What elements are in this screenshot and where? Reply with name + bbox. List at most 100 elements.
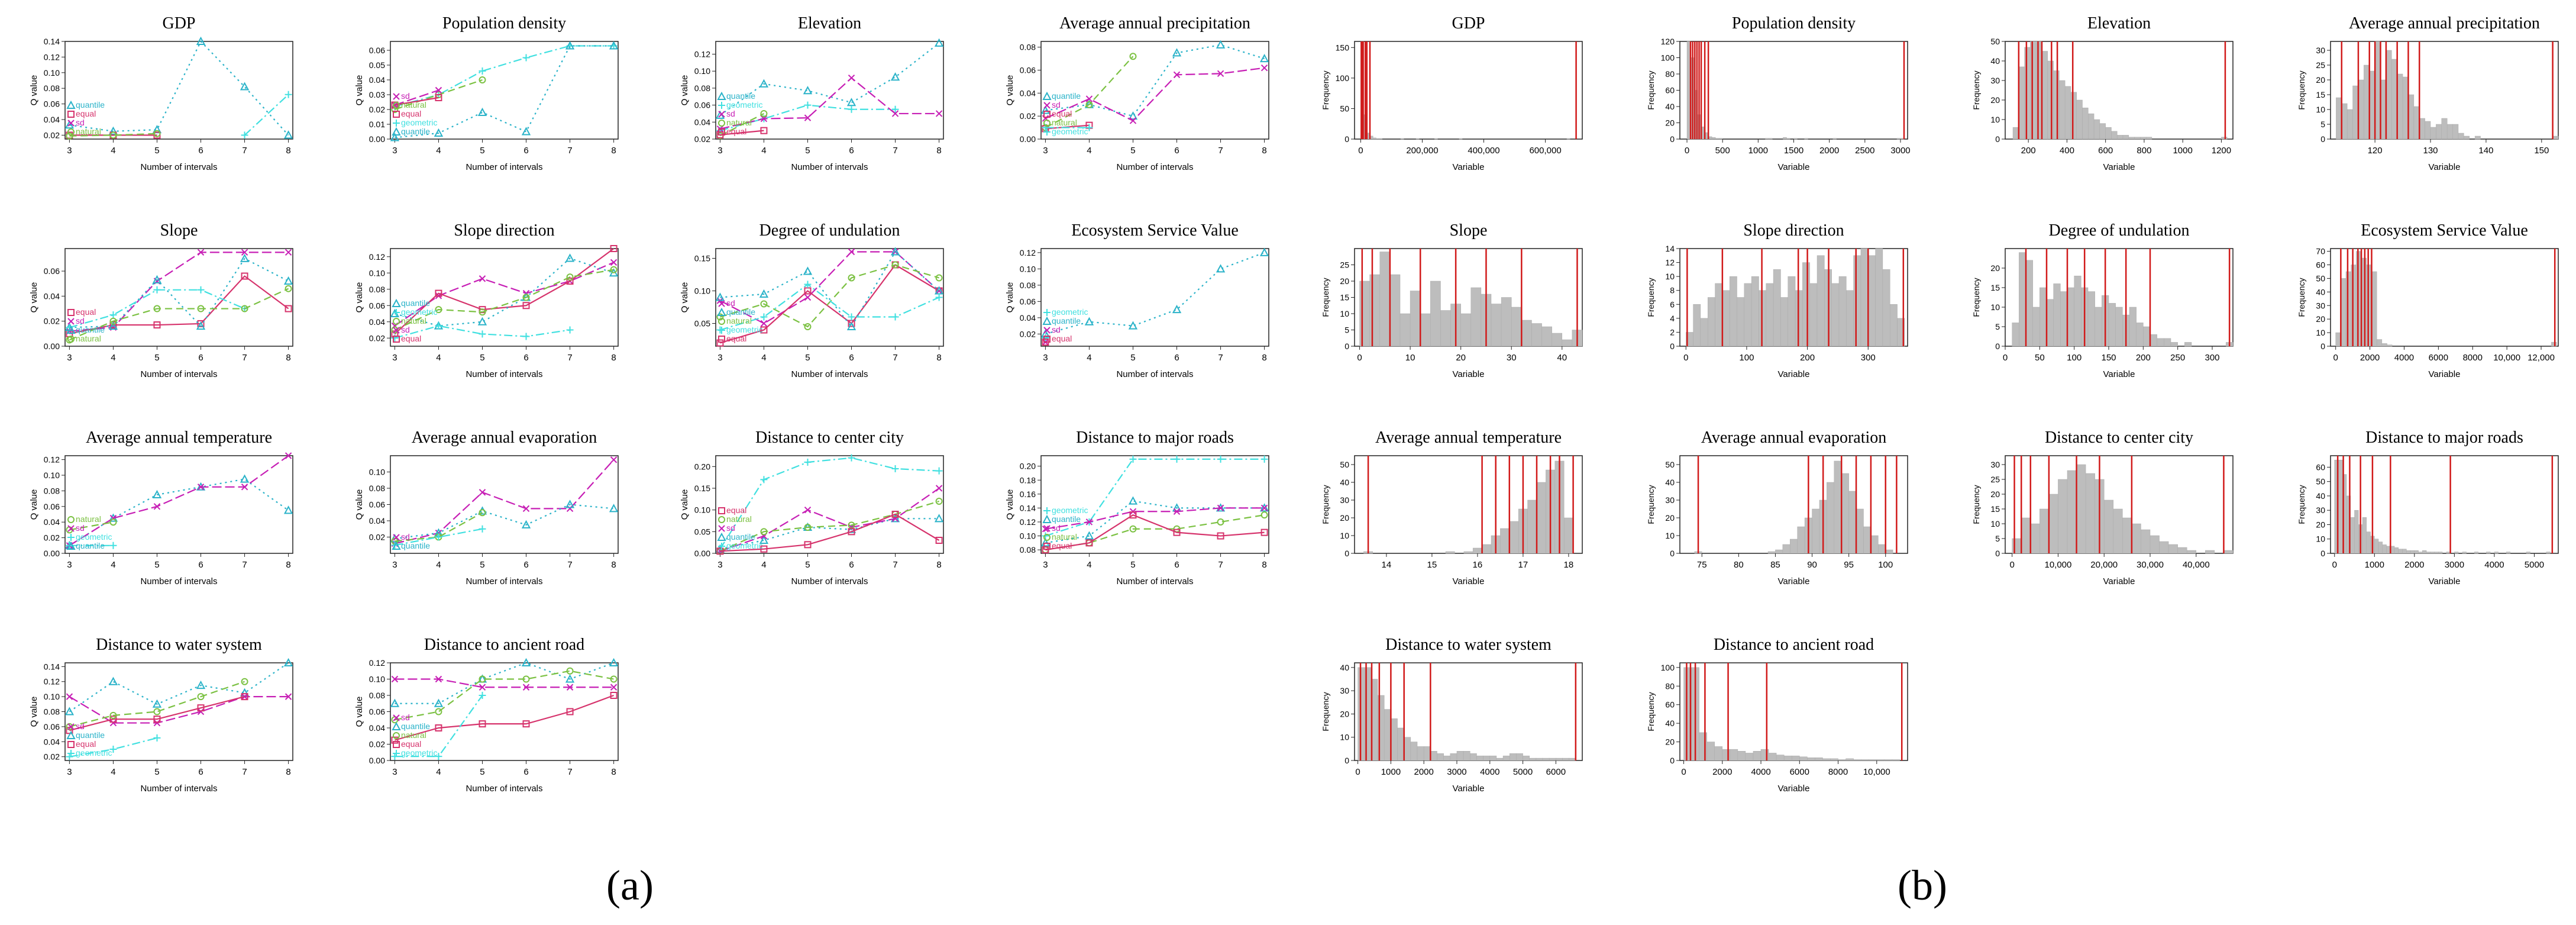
histogram-bar xyxy=(2364,65,2370,140)
x-tick-label: 17 xyxy=(1518,560,1528,570)
x-tick-label: 0 xyxy=(1357,353,1362,363)
legend-label-geometric: geometric xyxy=(401,118,437,127)
y-tick-label: 0.10 xyxy=(44,692,60,701)
natural-point-marker xyxy=(760,300,768,308)
y-tick-label: 0.04 xyxy=(44,737,60,746)
equal-point-marker xyxy=(1260,528,1268,536)
y-tick-label: 0.10 xyxy=(44,470,60,480)
y-tick-label: 0.05 xyxy=(694,527,710,536)
y-tick-label: 0.12 xyxy=(1020,248,1036,257)
x-axis-label: Number of intervals xyxy=(466,784,542,794)
histogram-bar xyxy=(1790,539,1798,554)
histogram-bar xyxy=(2394,547,2399,554)
quantile-point-marker xyxy=(1172,305,1182,314)
x-tick-label: 6 xyxy=(198,767,203,777)
natural-point-marker xyxy=(1260,511,1268,519)
histogram-bar xyxy=(2430,127,2436,140)
legend-label-sd: sd xyxy=(1052,100,1061,109)
y-tick-label: 40 xyxy=(1340,478,1349,487)
quantile-series-line xyxy=(1045,44,1265,117)
legend-label-equal: equal xyxy=(726,334,746,343)
y-tick-label: 0.02 xyxy=(694,134,710,144)
chart-title: Average annual temperature xyxy=(1375,428,1562,447)
legend-label-geometric: geometric xyxy=(1052,127,1088,136)
natural-point-marker xyxy=(109,711,117,719)
y-tick-label: 2 xyxy=(1670,327,1675,337)
y-tick-label: 0.14 xyxy=(1020,503,1036,513)
x-tick-label: 3 xyxy=(392,767,397,777)
x-tick-label: 8 xyxy=(936,353,941,363)
y-tick-label: 30 xyxy=(1340,495,1349,505)
histogram-bar xyxy=(2413,106,2420,140)
x-tick-label: 8 xyxy=(286,560,290,570)
y-axis-label: Q value xyxy=(680,75,690,106)
series-quantile xyxy=(1040,496,1269,547)
histogram-bar xyxy=(2354,510,2359,554)
x-tick-label: 2500 xyxy=(1855,146,1874,156)
quantile-point-marker xyxy=(717,307,726,316)
x-tick-label: 6 xyxy=(849,560,854,570)
x-tick-label: 4 xyxy=(1087,146,1091,156)
histogram-bar xyxy=(2067,470,2077,554)
y-tick-label: 0.06 xyxy=(369,500,385,510)
sd-point-marker xyxy=(285,249,292,256)
y-tick-label: 0.10 xyxy=(44,68,60,78)
y-axis-label: Frequency xyxy=(1646,692,1656,731)
quantile-series-line xyxy=(720,250,940,328)
x-axis-label: Variable xyxy=(1778,369,1810,379)
geometric-point-marker xyxy=(285,91,292,98)
histogram-bar xyxy=(2434,552,2439,554)
x-tick-label: 100 xyxy=(1878,560,1893,570)
x-tick-label: 5 xyxy=(154,353,159,363)
histogram-bar xyxy=(2494,552,2499,554)
y-tick-label: 25 xyxy=(2316,60,2325,70)
y-tick-label: 30 xyxy=(2316,46,2325,55)
y-tick-label: 0 xyxy=(1344,756,1349,765)
y-tick-label: 0.18 xyxy=(1020,475,1036,485)
histogram-bar xyxy=(1450,753,1457,761)
y-tick-label: 0.02 xyxy=(1020,111,1036,121)
quantile-point-marker xyxy=(1128,496,1138,505)
histogram-bar xyxy=(1434,138,1438,140)
x-tick-label: 20,000 xyxy=(2090,560,2118,570)
natural-point-marker xyxy=(610,675,618,683)
histogram-bar xyxy=(1870,535,1879,554)
x-tick-label: 6000 xyxy=(2429,353,2448,363)
equal-point-marker xyxy=(566,278,574,285)
x-tick-label: 150 xyxy=(2534,146,2549,156)
histogram-bar xyxy=(2376,339,2383,347)
quantile-point-marker xyxy=(283,276,293,285)
x-tick-label: 200,000 xyxy=(1406,146,1438,156)
x-tick-label: 8000 xyxy=(1828,767,1848,777)
y-tick-label: 20 xyxy=(1990,263,2000,273)
x-tick-label: 1200 xyxy=(2212,146,2231,156)
series-natural xyxy=(66,678,248,730)
histogram-bar xyxy=(1827,482,1835,554)
sd-point-marker xyxy=(1260,504,1268,512)
geometric-point-marker xyxy=(479,67,486,75)
y-tick-label: 10 xyxy=(2316,105,2325,114)
histogram-bar xyxy=(2356,251,2362,347)
quantile-point-marker xyxy=(609,41,619,50)
legend-label-quantile: quantile xyxy=(1052,91,1081,101)
x-tick-label: 6 xyxy=(523,560,528,570)
y-axis-label: Frequency xyxy=(2297,70,2306,109)
geometric-point-marker xyxy=(848,454,855,462)
chart-title: Slope direction xyxy=(454,221,554,240)
x-tick-label: 1000 xyxy=(2365,560,2384,570)
chart-title: Population density xyxy=(1732,14,1856,33)
histogram-bar xyxy=(1562,339,1573,347)
equal-point-marker xyxy=(848,528,855,536)
histogram-bar xyxy=(1521,320,1532,347)
quantile-point-marker xyxy=(890,247,900,256)
quantile-point-marker xyxy=(196,680,206,689)
histogram-bar xyxy=(2012,538,2022,554)
plot-frame xyxy=(2330,248,2559,347)
y-tick-label: 60 xyxy=(1665,86,1675,95)
histogram-bar xyxy=(1807,758,1815,761)
equal-point-marker xyxy=(760,545,768,553)
histogram-bar xyxy=(2122,517,2132,554)
